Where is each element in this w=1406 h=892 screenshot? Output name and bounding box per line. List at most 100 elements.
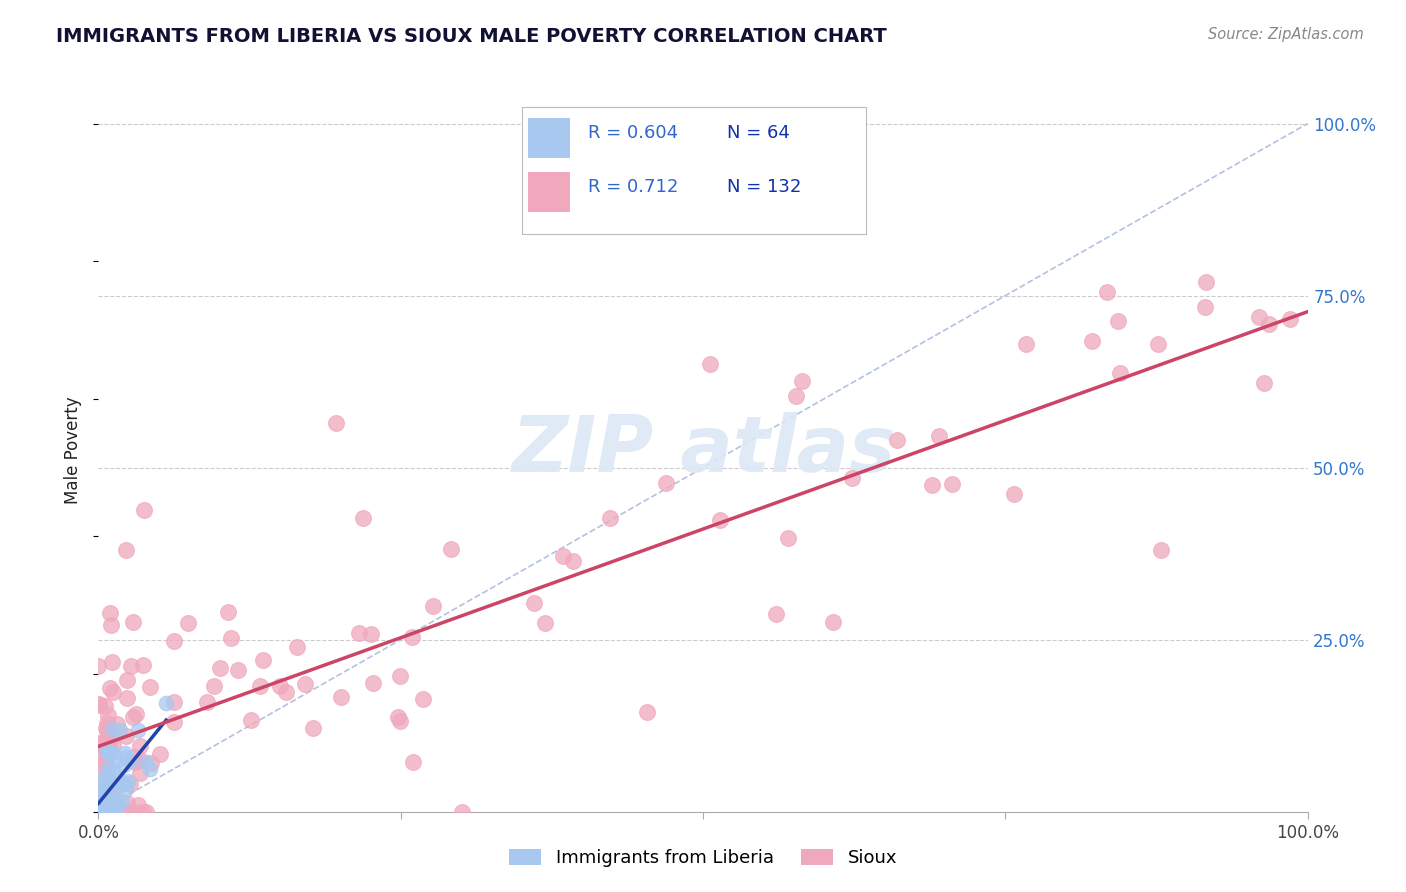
Point bbox=[135, 756, 157, 770]
Point bbox=[886, 434, 908, 448]
Point bbox=[103, 791, 125, 805]
Point bbox=[100, 722, 122, 736]
Point bbox=[101, 655, 124, 669]
Point bbox=[90, 788, 112, 802]
Point bbox=[94, 805, 117, 819]
Point bbox=[534, 616, 557, 631]
Point bbox=[122, 710, 145, 724]
Point bbox=[96, 776, 118, 790]
Point bbox=[87, 797, 110, 811]
Point bbox=[125, 706, 148, 721]
Point bbox=[132, 502, 155, 516]
Point bbox=[352, 511, 374, 525]
Point bbox=[785, 389, 807, 403]
Point bbox=[599, 511, 621, 525]
Point bbox=[94, 698, 117, 713]
Point bbox=[127, 723, 149, 737]
Point bbox=[100, 618, 122, 632]
Point bbox=[91, 784, 114, 798]
Point bbox=[1278, 311, 1301, 326]
Point bbox=[94, 794, 117, 808]
Point bbox=[208, 660, 231, 674]
Point bbox=[112, 758, 135, 772]
Text: N = 132: N = 132 bbox=[727, 178, 801, 195]
Point bbox=[112, 775, 135, 789]
Point bbox=[98, 775, 121, 789]
Point bbox=[129, 739, 152, 753]
Point bbox=[941, 477, 963, 491]
Point bbox=[249, 679, 271, 693]
Point bbox=[274, 685, 297, 699]
Point bbox=[96, 747, 118, 762]
Point bbox=[90, 740, 112, 755]
FancyBboxPatch shape bbox=[527, 172, 569, 212]
Point bbox=[98, 747, 121, 761]
Point bbox=[928, 429, 950, 443]
Point bbox=[1081, 334, 1104, 348]
Point bbox=[93, 780, 115, 794]
Point bbox=[96, 805, 118, 819]
Point bbox=[93, 805, 115, 819]
Point bbox=[636, 705, 658, 719]
Point bbox=[217, 605, 239, 619]
Point bbox=[89, 805, 111, 819]
Point bbox=[195, 695, 218, 709]
Point bbox=[87, 789, 110, 804]
Point bbox=[96, 724, 118, 739]
Point bbox=[97, 708, 120, 723]
Point bbox=[921, 478, 943, 492]
Point bbox=[108, 805, 131, 819]
Point bbox=[89, 737, 111, 751]
Point bbox=[107, 753, 129, 767]
Point bbox=[91, 805, 114, 819]
Point bbox=[101, 738, 124, 752]
Point bbox=[93, 756, 115, 771]
Point bbox=[562, 554, 585, 568]
Point bbox=[655, 476, 678, 491]
Y-axis label: Male Poverty: Male Poverty bbox=[65, 397, 83, 504]
Point bbox=[100, 804, 122, 818]
Point bbox=[1249, 310, 1271, 324]
Point bbox=[294, 676, 316, 690]
Point bbox=[115, 750, 138, 764]
Point bbox=[107, 771, 129, 785]
Point bbox=[1253, 376, 1275, 390]
Point bbox=[120, 777, 142, 791]
Point bbox=[402, 755, 425, 769]
Point bbox=[105, 716, 128, 731]
Point bbox=[101, 684, 124, 698]
Point bbox=[115, 796, 138, 810]
Point bbox=[451, 805, 474, 819]
Point bbox=[363, 676, 385, 690]
Point bbox=[163, 695, 186, 709]
Point bbox=[98, 607, 121, 621]
Point bbox=[94, 780, 117, 794]
Point bbox=[1097, 285, 1119, 299]
Point bbox=[100, 805, 122, 819]
Point bbox=[104, 805, 127, 819]
Point bbox=[139, 762, 162, 776]
Point bbox=[104, 780, 127, 795]
Point bbox=[100, 800, 122, 814]
Point bbox=[821, 615, 844, 629]
Point bbox=[177, 615, 200, 630]
Point bbox=[111, 777, 134, 791]
Point bbox=[115, 691, 138, 706]
Point bbox=[124, 750, 146, 764]
Point bbox=[94, 721, 117, 735]
Point bbox=[149, 747, 172, 761]
Point bbox=[98, 734, 121, 748]
Point bbox=[325, 416, 347, 430]
Point bbox=[239, 713, 262, 727]
Point bbox=[105, 805, 128, 819]
Point bbox=[440, 541, 463, 556]
Point bbox=[387, 710, 409, 724]
Point bbox=[114, 746, 136, 760]
Point bbox=[1107, 314, 1129, 328]
Point bbox=[709, 513, 731, 527]
Point bbox=[202, 679, 225, 693]
Point bbox=[89, 805, 111, 819]
Point bbox=[90, 805, 112, 819]
Point bbox=[120, 659, 142, 673]
Point bbox=[117, 805, 139, 819]
